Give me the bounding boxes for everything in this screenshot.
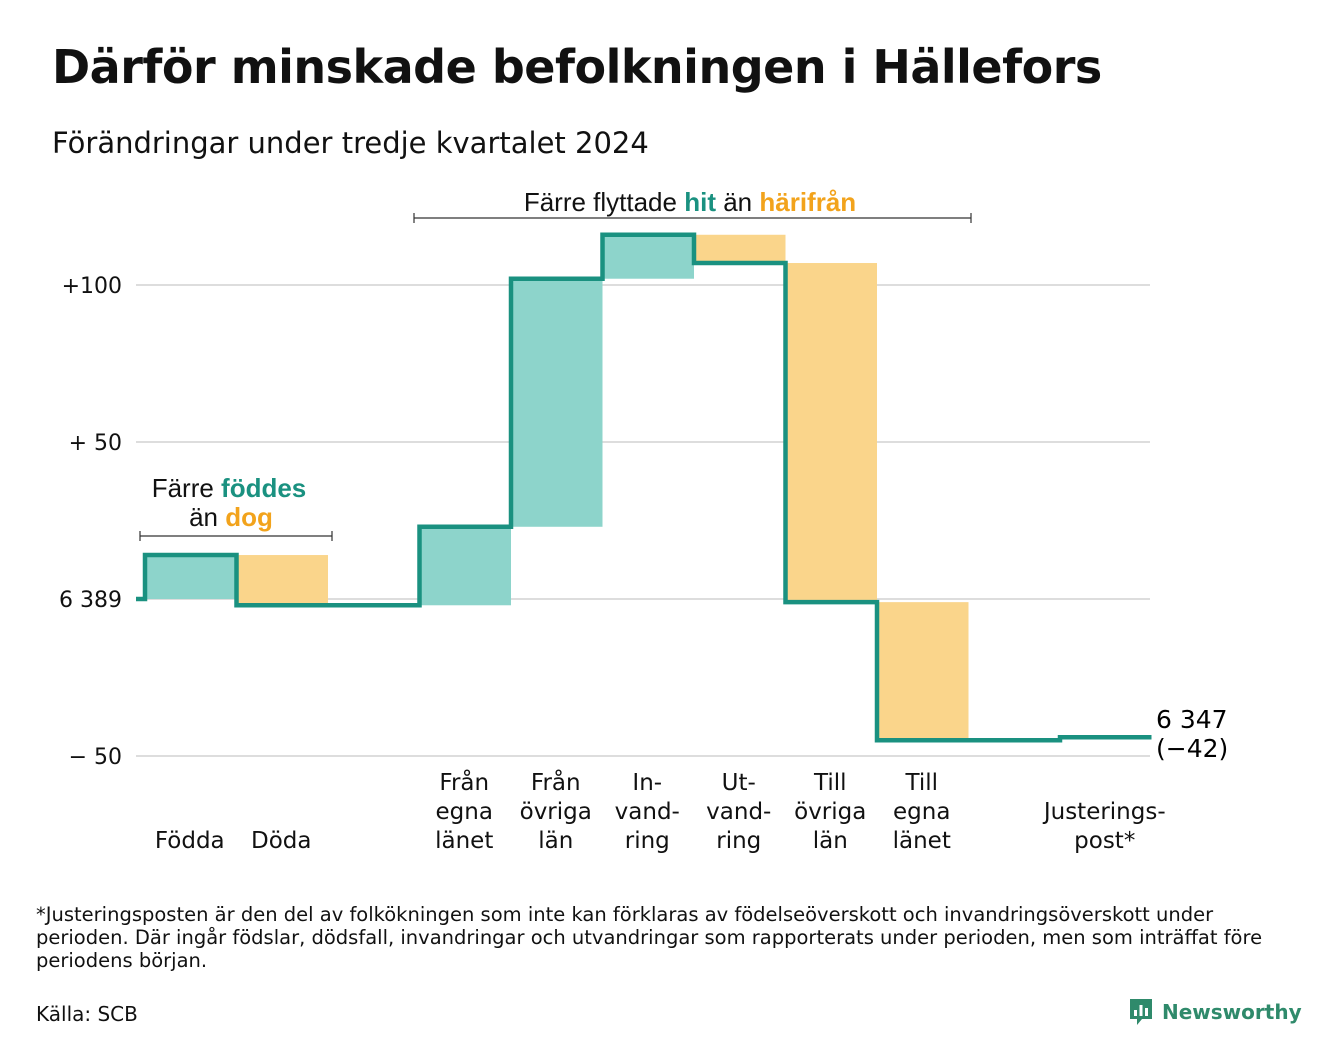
x-label-8-0: Till bbox=[904, 770, 938, 796]
grid-lines bbox=[136, 284, 1150, 757]
brand-logo: Newsworthy bbox=[1128, 997, 1302, 1027]
x-label-7-1: övriga bbox=[794, 799, 866, 825]
annotation-migration-hit: hit bbox=[684, 187, 716, 217]
x-label-4-0: Från bbox=[531, 768, 581, 796]
x-label-8-2: länet bbox=[893, 828, 951, 854]
y-tick-label: + 50 bbox=[69, 431, 122, 456]
x-label-4-2: län bbox=[538, 828, 573, 854]
x-label-6-1: vand- bbox=[706, 799, 771, 825]
bar-5 bbox=[602, 234, 694, 279]
chart-title: Därför minskade befolkningen i Hällefors bbox=[52, 40, 1102, 94]
x-label-3-2: länet bbox=[435, 828, 493, 854]
annotation-births-deaths: Färre föddes än dog bbox=[139, 473, 333, 541]
x-axis-labels: Födda Döda Från egna länet Från övriga län In-va… bbox=[155, 768, 1166, 854]
x-label-0-0: Födda bbox=[155, 828, 225, 854]
bar-6 bbox=[694, 234, 786, 264]
x-label-5-0: In- bbox=[632, 770, 662, 796]
x-label-7-2: län bbox=[813, 828, 848, 854]
bar-3 bbox=[419, 526, 511, 606]
end-change-label: (−42) bbox=[1156, 734, 1228, 763]
x-label-5-2: ring bbox=[625, 828, 670, 854]
bar-7 bbox=[785, 263, 877, 603]
x-label-5-1: vand- bbox=[615, 799, 680, 825]
x-label-10-1: post* bbox=[1074, 828, 1135, 854]
y-tick-label: 6 389 bbox=[59, 588, 122, 613]
annotation-births-text: Färre föddes bbox=[152, 473, 307, 503]
x-label-4-1: övriga bbox=[520, 799, 592, 825]
annotation-deaths-prefix: än bbox=[189, 502, 225, 532]
cumulative-line-path bbox=[136, 232, 1152, 743]
cumulative-line bbox=[136, 232, 1152, 743]
x-label-7-0: Till bbox=[813, 770, 847, 796]
bar-chart-icon bbox=[1130, 999, 1152, 1025]
annotation-births-highlight: föddes bbox=[221, 473, 306, 503]
bar-0 bbox=[145, 555, 237, 599]
x-label-6-2: ring bbox=[716, 828, 761, 854]
bar-4 bbox=[511, 278, 603, 527]
bar-8 bbox=[877, 602, 969, 741]
annotation-deaths-highlight: dog bbox=[225, 502, 273, 532]
annotation-births-prefix: Färre bbox=[152, 473, 221, 503]
x-label-3-0: Från bbox=[439, 768, 489, 796]
chart-subtitle: Förändringar under tredje kvartalet 2024 bbox=[52, 126, 649, 160]
annotation-migration-harifran: härifrån bbox=[759, 187, 856, 217]
x-label-3-1: egna bbox=[436, 799, 493, 825]
x-label-10-0: Justerings- bbox=[1042, 799, 1166, 825]
source: Källa: SCB bbox=[36, 1002, 138, 1026]
y-axis-ticks: +100 + 50 6 389 − 50 bbox=[59, 274, 122, 770]
annotation-migration-prefix: Färre flyttade bbox=[524, 187, 684, 217]
footnote: *Justeringsposten är den del av folkökni… bbox=[36, 903, 1263, 972]
x-label-6-0: Ut- bbox=[722, 770, 756, 796]
bars bbox=[145, 234, 969, 741]
end-value-label: 6 347 bbox=[1156, 705, 1228, 734]
annotation-migration: Färre flyttade hit än härifrån bbox=[413, 187, 972, 223]
brand-name: Newsworthy bbox=[1162, 1000, 1302, 1024]
annotation-deaths-text: än dog bbox=[189, 502, 273, 532]
x-label-8-1: egna bbox=[893, 799, 950, 825]
annotation-migration-text: Färre flyttade hit än härifrån bbox=[524, 187, 856, 217]
y-tick-label: − 50 bbox=[69, 745, 122, 770]
bar-1 bbox=[236, 555, 328, 606]
y-tick-label: +100 bbox=[62, 274, 122, 299]
annotation-migration-mid: än bbox=[716, 187, 759, 217]
x-label-1-0: Döda bbox=[251, 828, 311, 854]
waterfall-chart: +100 + 50 6 389 − 50 Födda Döda Från egna länet… bbox=[59, 187, 1228, 854]
